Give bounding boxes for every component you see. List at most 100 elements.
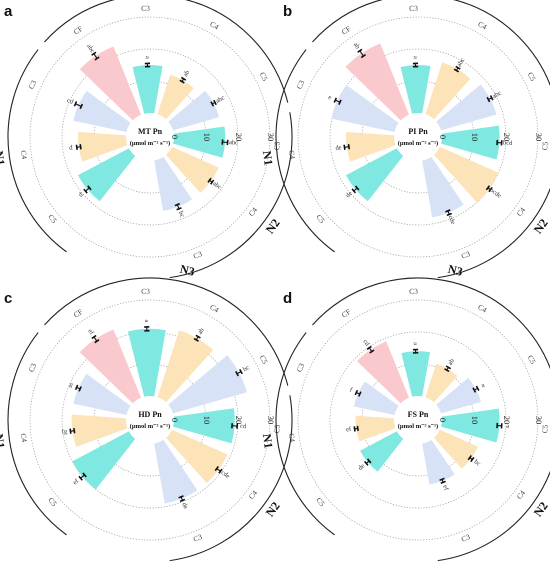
error-cap	[180, 76, 187, 81]
error-cap	[179, 498, 186, 503]
significance-letter: ab	[352, 41, 361, 50]
category-label: C5	[272, 424, 282, 434]
bar	[401, 351, 430, 397]
significance-letter: a	[412, 56, 419, 59]
group-label: N2	[263, 216, 283, 236]
bar	[166, 146, 219, 193]
group-label: N1	[0, 150, 8, 166]
group-arc	[169, 395, 293, 562]
group-arc	[44, 0, 289, 103]
group-label: N1	[260, 150, 276, 166]
category-label: C3	[141, 287, 150, 296]
category-label: C5	[526, 71, 538, 83]
significance-letter: cd	[240, 423, 247, 430]
error-cap	[455, 65, 461, 70]
significance-letter: a	[144, 56, 151, 59]
category-label: CF	[72, 307, 85, 320]
center-unit: (μmol m⁻² s⁻¹)	[130, 423, 170, 430]
bar	[331, 85, 399, 133]
significance-letter: f	[348, 386, 354, 394]
category-label: C4	[287, 433, 297, 443]
significance-letter: de	[345, 190, 354, 199]
error-bar	[335, 99, 341, 103]
significance-letter: a	[480, 382, 486, 390]
bar	[79, 329, 142, 404]
bar	[422, 439, 455, 485]
bar	[78, 131, 128, 162]
center-title: FS Pn	[408, 410, 429, 419]
radial-tick-label: 20	[502, 416, 512, 425]
center-title: PI Pn	[408, 127, 428, 136]
bar	[127, 328, 166, 397]
radial-tick-label: 0	[438, 418, 448, 422]
category-label: C5	[46, 496, 59, 509]
error-cap	[94, 339, 100, 344]
category-label: C5	[272, 141, 282, 151]
significance-letter: d	[69, 144, 74, 151]
category-label: C5	[258, 71, 270, 83]
error-cap	[366, 345, 372, 350]
error-cap	[488, 187, 493, 193]
bar	[345, 43, 410, 121]
error-cap	[174, 202, 181, 207]
bar	[346, 131, 396, 162]
category-label: C3	[409, 4, 418, 13]
category-label: C5	[314, 213, 327, 226]
panel-letter: d	[283, 290, 292, 307]
error-cap	[78, 386, 82, 392]
category-label: C3	[192, 249, 204, 261]
error-cap	[78, 475, 83, 481]
bar	[422, 156, 464, 218]
bar	[132, 65, 163, 114]
group-label: N2	[263, 499, 283, 519]
error-cap	[178, 495, 184, 499]
significance-letter: g	[68, 381, 75, 389]
radial-tick-label: 30	[266, 133, 276, 142]
error-cap	[179, 79, 185, 84]
category-label: C3	[26, 79, 38, 91]
significance-letter: ab	[197, 327, 206, 336]
error-cap	[440, 480, 446, 485]
error-cap	[475, 385, 480, 391]
panel-letter: b	[283, 3, 292, 20]
error-bar	[359, 50, 364, 57]
error-cap	[235, 371, 239, 377]
error-cap	[360, 53, 367, 59]
bar	[173, 408, 235, 444]
error-cap	[94, 56, 100, 61]
category-label: C3	[460, 532, 472, 544]
category-label: C3	[409, 287, 418, 296]
error-cap	[366, 458, 372, 464]
error-cap	[351, 188, 357, 194]
error-cap	[176, 207, 182, 211]
category-label: C5	[540, 424, 550, 434]
radial-tick-label: 0	[438, 135, 448, 139]
significance-letter: a	[143, 319, 150, 322]
bar	[434, 146, 499, 203]
group-arc	[7, 332, 67, 536]
category-label: C4	[287, 150, 297, 160]
significance-letter: cde	[447, 214, 457, 225]
significance-letter: bc	[242, 364, 251, 373]
category-label: C4	[476, 302, 488, 314]
grid-circle	[29, 299, 271, 541]
radial-tick-label: 10	[470, 133, 480, 142]
error-cap	[354, 389, 359, 396]
panel-letter: a	[4, 3, 13, 20]
error-cap	[75, 144, 78, 150]
group-arc	[437, 470, 550, 562]
error-cap	[210, 101, 215, 107]
bar	[157, 330, 214, 403]
bar	[355, 415, 396, 442]
error-bar	[75, 103, 82, 107]
category-label: C5	[540, 141, 550, 151]
error-cap	[213, 99, 217, 106]
significance-letter: ef	[441, 484, 450, 492]
category-label: C4	[247, 488, 260, 501]
category-label: C4	[19, 433, 29, 443]
significance-letter: e	[327, 94, 333, 102]
bar	[425, 363, 458, 403]
group-label: N2	[531, 216, 550, 236]
category-label: C4	[515, 205, 528, 218]
